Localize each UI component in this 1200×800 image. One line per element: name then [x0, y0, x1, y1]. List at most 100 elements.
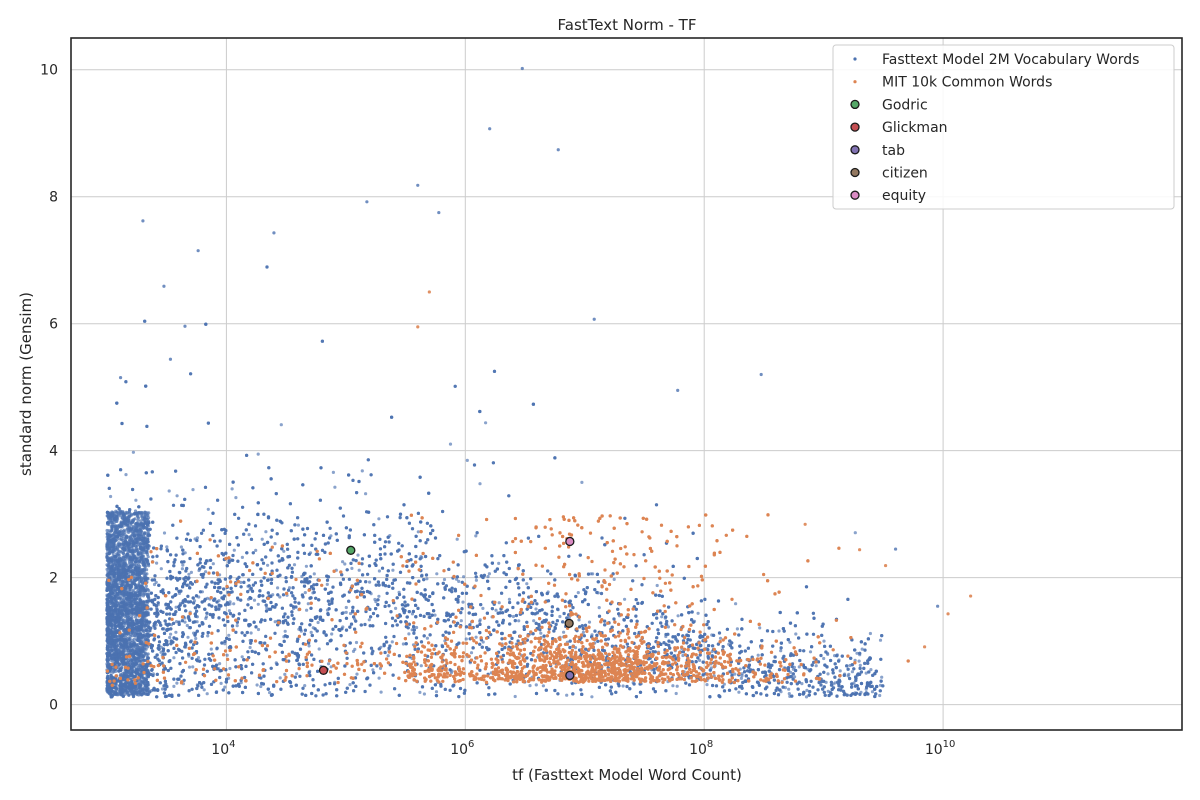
vocab-point	[132, 451, 135, 454]
vocab-point	[355, 641, 358, 644]
vocab-point	[407, 632, 410, 635]
vocab-point	[869, 668, 872, 671]
vocab-point	[558, 615, 561, 618]
vocab-point	[481, 607, 484, 610]
vocab-point	[378, 677, 381, 680]
vocab-point	[449, 443, 452, 446]
vocab-point	[805, 689, 808, 692]
vocab-point	[740, 677, 743, 680]
vocab-point	[588, 621, 591, 624]
vocab-point	[426, 637, 429, 640]
vocab-point	[232, 602, 235, 605]
vocab-point	[512, 615, 515, 618]
vocab-point	[276, 586, 279, 589]
vocab-point	[348, 683, 351, 686]
vocab-point	[677, 614, 680, 617]
vocab-point	[539, 632, 542, 635]
vocab-point	[268, 691, 271, 694]
vocab-point	[733, 673, 736, 676]
vocab-point	[228, 667, 231, 670]
vocab-point	[456, 538, 459, 541]
vocab-point	[228, 609, 231, 612]
vocab-point	[777, 629, 780, 632]
vocab-point	[402, 642, 405, 645]
vocab-point	[293, 563, 296, 566]
vocab-point	[758, 626, 761, 629]
vocab-point	[734, 602, 737, 605]
vocab-point	[350, 567, 353, 570]
vocab-point	[435, 690, 438, 693]
vocab-point	[196, 536, 199, 539]
vocab-point	[460, 619, 463, 622]
vocab-point	[364, 492, 367, 495]
vocab-point	[332, 471, 335, 474]
vocab-point	[433, 614, 436, 617]
vocab-point	[378, 569, 381, 572]
vocab-point	[358, 569, 361, 572]
vocab-point	[514, 695, 517, 698]
vocab-point	[478, 620, 481, 623]
vocab-point	[317, 621, 320, 624]
vocab-point	[435, 572, 438, 575]
vocab-point	[542, 684, 545, 687]
vocab-point	[534, 607, 537, 610]
vocab-point	[475, 636, 478, 639]
vocab-point	[484, 421, 487, 424]
vocab-point	[310, 631, 313, 634]
vocab-point	[535, 683, 538, 686]
vocab-point	[261, 538, 264, 541]
vocab-point	[387, 654, 390, 657]
chart-title: FastText Norm - TF	[558, 16, 697, 34]
vocab-point	[163, 531, 166, 534]
vocab-point	[697, 612, 700, 615]
vocab-point	[871, 690, 874, 693]
vocab-point	[497, 562, 500, 565]
vocab-point	[274, 620, 277, 623]
vocab-point	[827, 690, 830, 693]
vocab-point	[264, 530, 267, 533]
vocab-point	[737, 691, 740, 694]
vocab-point	[172, 656, 175, 659]
vocab-point	[241, 655, 244, 658]
vocab-point	[368, 618, 371, 621]
vocab-point	[787, 688, 790, 691]
vocab-point	[181, 564, 184, 567]
vocab-point	[257, 603, 260, 606]
vocab-point	[822, 640, 825, 643]
vocab-point	[303, 684, 306, 687]
vocab-point	[815, 664, 818, 667]
vocab-point	[613, 578, 616, 581]
vocab-point	[253, 599, 256, 602]
vocab-point	[176, 494, 179, 497]
vocab-point	[172, 685, 175, 688]
vocab-point	[377, 595, 380, 598]
vocab-point	[598, 606, 601, 609]
vocab-point	[805, 695, 808, 698]
vocab-point	[415, 626, 418, 629]
vocab-point	[231, 487, 234, 490]
vocab-point	[517, 619, 520, 622]
vocab-point	[562, 631, 565, 634]
vocab-point	[494, 609, 497, 612]
vocab-point	[345, 606, 348, 609]
vocab-point	[577, 591, 580, 594]
vocab-point	[188, 666, 191, 669]
vocab-point	[508, 598, 511, 601]
vocab-point	[155, 562, 158, 565]
vocab-point	[355, 673, 358, 676]
vocab-point	[528, 684, 531, 687]
vocab-point	[794, 632, 797, 635]
vocab-point	[168, 636, 171, 639]
vocab-point	[343, 562, 346, 565]
vocab-point	[249, 646, 252, 649]
vocab-point	[822, 657, 825, 660]
vocab-point	[227, 634, 230, 637]
vocab-point	[241, 556, 244, 559]
vocab-point	[788, 641, 791, 644]
vocab-point	[356, 554, 359, 557]
vocab-point	[371, 668, 374, 671]
vocab-point	[181, 567, 184, 570]
vocab-point	[377, 517, 380, 520]
vocab-point	[475, 579, 478, 582]
vocab-point	[233, 549, 236, 552]
